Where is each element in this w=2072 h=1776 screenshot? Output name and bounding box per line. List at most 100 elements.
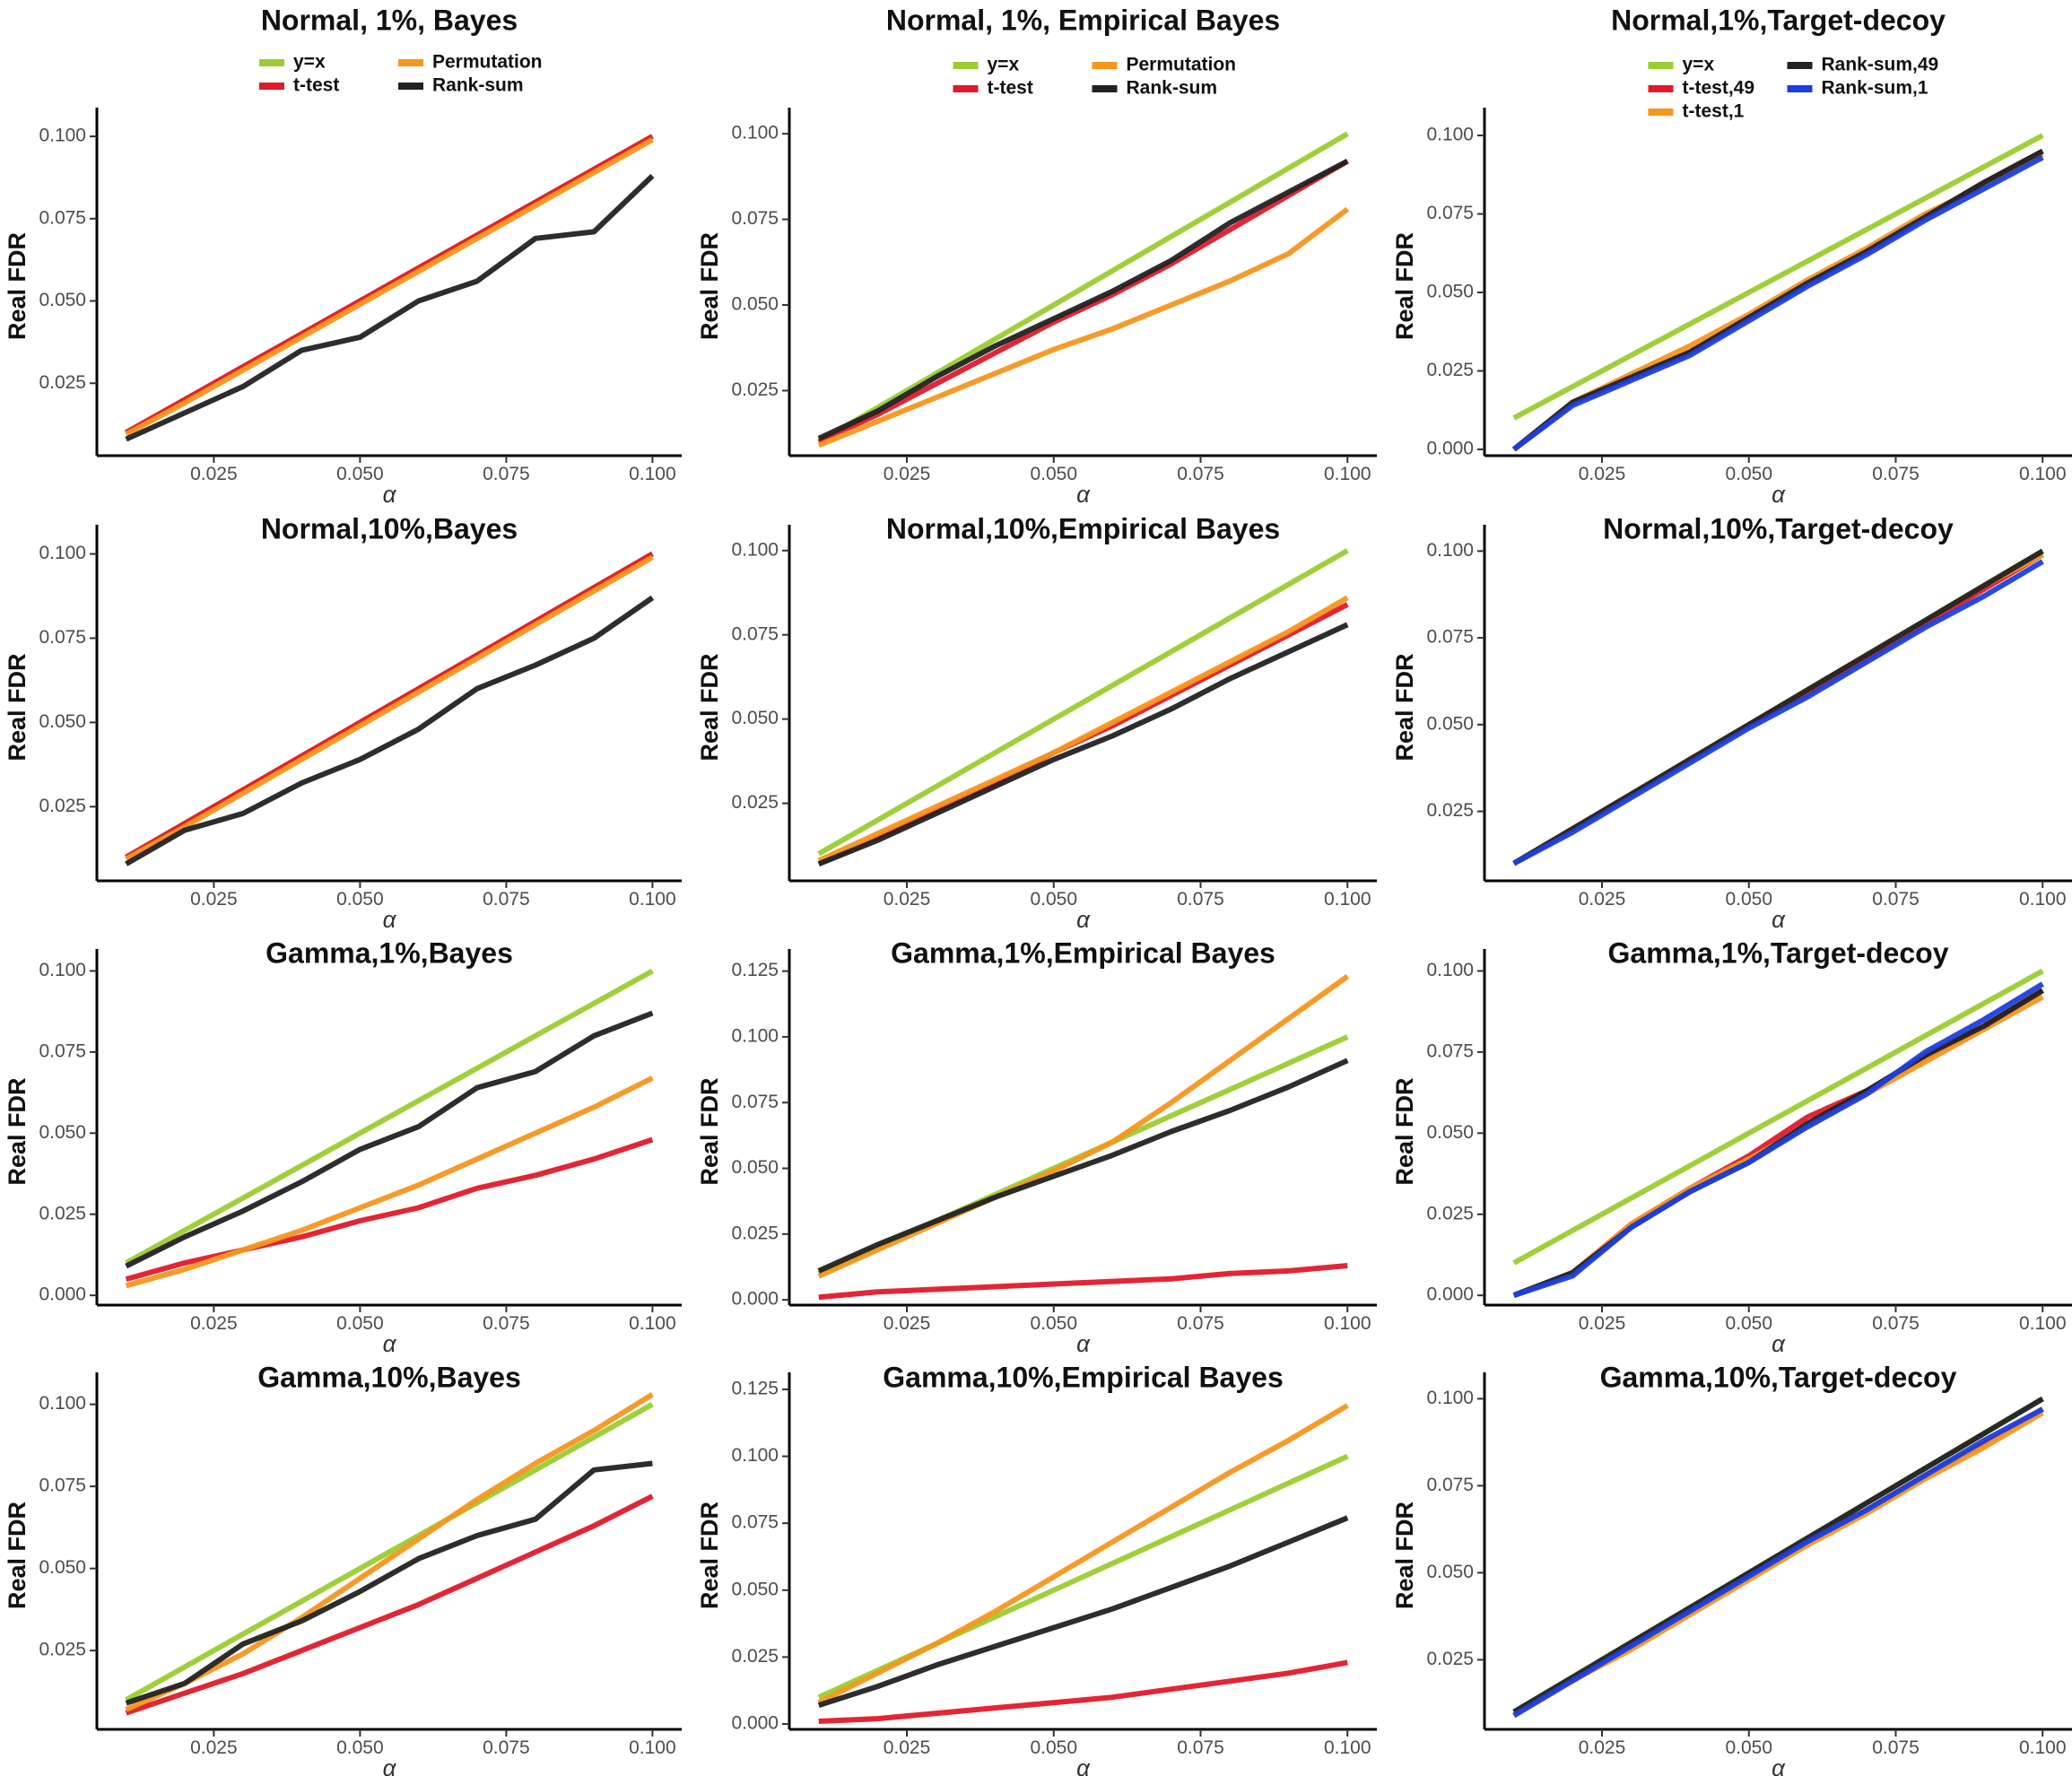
y-axis-label: Real FDR <box>1391 1077 1418 1185</box>
x-tick-label: 0.025 <box>1579 464 1626 484</box>
legend-key <box>953 62 979 69</box>
x-tick-label: 0.100 <box>2019 889 2067 910</box>
series-line-y-x <box>125 1401 654 1702</box>
chart-title: Normal, 1%, Bayes <box>261 4 518 36</box>
x-tick-label: 0.075 <box>483 1737 530 1758</box>
x-tick-label: 0.025 <box>190 1737 238 1758</box>
y-tick-label: 0.100 <box>39 1393 86 1414</box>
legend-label: Rank-sum <box>432 75 524 96</box>
y-tick-label: 0.050 <box>1426 1562 1474 1582</box>
series-line-rank-sum <box>817 158 1349 441</box>
y-axis-label: Real FDR <box>4 1077 30 1185</box>
x-tick-label: 0.100 <box>1324 1737 1371 1758</box>
y-tick-label: 0.100 <box>731 123 779 144</box>
chart-panel-9: Gamma,1%,Target-decoy 0.025 0.050 0.075 0.10… <box>1391 936 2072 1357</box>
legend: y=x t-test,49t-test,1 Rank-sum,49 Rank-sum,… <box>1648 55 1939 122</box>
y-tick-label: 0.050 <box>1426 1122 1474 1143</box>
y-tick-label: 0.100 <box>39 543 86 563</box>
y-tick-label: 0.050 <box>1426 282 1474 302</box>
y-tick-label: 0.000 <box>39 1284 86 1305</box>
legend-key <box>398 59 423 66</box>
chart-panel-6: Normal,10%,Target-decoy 0.025 0.050 0.075 0.… <box>1391 512 2072 933</box>
series-line-permutation <box>817 206 1350 448</box>
x-axis-label: α <box>383 481 397 508</box>
legend-label: Rank-sum <box>1127 78 1218 99</box>
series-line-y-x <box>817 548 1349 857</box>
y-tick-label: 0.075 <box>39 207 86 228</box>
legend-label: y=x <box>988 55 1020 75</box>
series-line-permutation <box>817 974 1350 1279</box>
x-tick-label: 0.075 <box>1177 1737 1224 1758</box>
series-line-permutation <box>817 595 1349 864</box>
series-line-permutation <box>125 1392 654 1712</box>
series-line-rank-sum-1 <box>1512 981 2044 1298</box>
x-tick-label: 0.075 <box>1872 1737 1920 1758</box>
legend-key <box>1787 85 1813 92</box>
y-tick-label: 0.100 <box>731 1445 779 1466</box>
chart-panel-4: Normal,10%,Bayes 0.025 0.050 0.075 0.100 0.02… <box>4 512 682 933</box>
legend-key <box>1648 109 1674 116</box>
series-line-rank-sum <box>125 1010 654 1269</box>
chart-title: Gamma,1%,Target-decoy <box>1608 936 1949 969</box>
x-axis-label: α <box>383 1754 397 1776</box>
x-axis-label: α <box>1076 906 1091 933</box>
x-axis-label: α <box>1772 1330 1786 1357</box>
x-tick-label: 0.025 <box>190 889 238 910</box>
series-line-t-test <box>817 159 1349 445</box>
legend-key <box>1092 62 1118 69</box>
chart-title: Gamma,1%,Bayes <box>266 936 513 969</box>
y-tick-label: 0.125 <box>731 1379 779 1399</box>
legend-label: y=x <box>293 52 326 73</box>
y-axis-label: Real FDR <box>696 653 723 761</box>
x-tick-label: 0.075 <box>483 889 530 910</box>
y-tick-label: 0.075 <box>1426 627 1474 648</box>
chart-title: Normal,1%,Target-decoy <box>1611 4 1946 36</box>
x-tick-label: 0.050 <box>336 1737 384 1758</box>
y-tick-label: 0.050 <box>39 711 86 732</box>
x-tick-label: 0.025 <box>884 889 931 910</box>
series-line-rank-sum <box>817 622 1349 866</box>
x-tick-label: 0.075 <box>1872 889 1920 910</box>
y-axis-label: Real FDR <box>696 1077 723 1185</box>
x-axis-label: α <box>1076 481 1091 508</box>
x-tick-label: 0.025 <box>1579 1737 1626 1758</box>
y-tick-label: 0.100 <box>731 539 779 560</box>
y-tick-label: 0.075 <box>39 627 86 648</box>
y-axis-label: Real FDR <box>696 232 723 340</box>
x-tick-label: 0.025 <box>1579 1313 1626 1334</box>
y-tick-label: 0.000 <box>1426 1284 1474 1305</box>
y-tick-label: 0.050 <box>39 290 86 310</box>
y-tick-label: 0.025 <box>731 379 779 400</box>
series-line-rank-sum <box>817 1058 1349 1274</box>
y-tick-label: 0.100 <box>1426 540 1474 561</box>
chart-title: Gamma,10%,Target-decoy <box>1600 1361 1957 1393</box>
y-tick-label: 0.100 <box>39 126 86 146</box>
y-tick-label: 0.025 <box>39 372 86 393</box>
y-tick-label: 0.050 <box>731 708 779 728</box>
series-line-rank-sum-49 <box>1512 1396 2044 1715</box>
chart-panel-11: Gamma,10%,Empirical Bayes 0.025 0.050 0.075… <box>696 1361 1377 1776</box>
x-tick-label: 0.050 <box>1725 1737 1772 1758</box>
legend-label: Permutation <box>432 52 543 73</box>
series-line-permutation <box>125 137 654 437</box>
legend-key <box>259 83 284 90</box>
y-tick-label: 0.075 <box>1426 1475 1474 1495</box>
chart-panel-5: Normal,10%,Empirical Bayes 0.025 0.050 0.07… <box>696 512 1377 933</box>
chart-panel-3: Normal,1%,Target-decoy 0.025 0.050 0.075 0.1… <box>1391 4 2072 508</box>
y-tick-label: 0.100 <box>39 960 86 980</box>
y-tick-label: 0.025 <box>731 1223 779 1243</box>
y-axis-label: Real FDR <box>1391 232 1418 340</box>
y-axis-label: Real FDR <box>4 653 30 761</box>
x-tick-label: 0.025 <box>190 1313 238 1334</box>
y-tick-label: 0.075 <box>731 208 779 229</box>
legend-key <box>259 59 284 66</box>
y-axis-label: Real FDR <box>4 1502 30 1609</box>
legend-label: Rank-sum,49 <box>1822 55 1939 75</box>
x-tick-label: 0.050 <box>336 1313 384 1334</box>
legend-key <box>1648 85 1674 92</box>
x-tick-label: 0.025 <box>884 464 931 484</box>
chart-title: Normal, 1%, Empirical Bayes <box>886 4 1280 36</box>
y-tick-label: 0.075 <box>731 1092 779 1112</box>
